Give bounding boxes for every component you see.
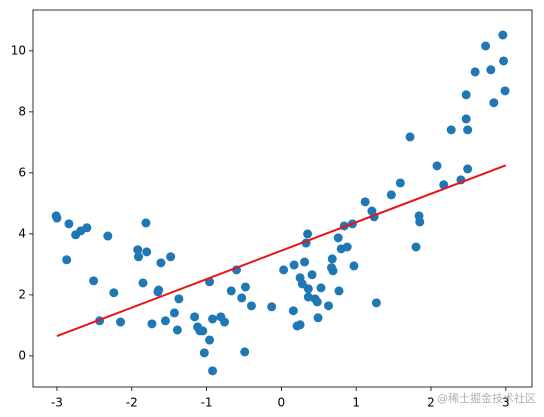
- scatter-point: [198, 326, 208, 336]
- scatter-point: [133, 252, 143, 262]
- scatter-point: [303, 284, 313, 294]
- x-tick-label: 1: [352, 396, 360, 410]
- scatter-point: [240, 282, 250, 292]
- scatter-point: [498, 30, 508, 40]
- x-tick-label: 2: [427, 396, 435, 410]
- scatter-point: [240, 347, 250, 357]
- regression-line: [56, 164, 507, 337]
- scatter-point: [174, 294, 184, 304]
- scatter-point: [313, 313, 323, 323]
- scatter-point: [307, 270, 317, 280]
- scatter-point: [300, 257, 310, 267]
- y-tick-label: 4: [18, 226, 26, 240]
- scatter-point: [411, 242, 421, 252]
- scatter-point: [470, 67, 480, 77]
- y-tick-label: 6: [18, 165, 26, 179]
- scatter-point: [160, 316, 170, 326]
- scatter-point: [142, 247, 152, 257]
- scatter-point: [297, 279, 307, 289]
- scatter-point: [103, 231, 113, 241]
- scatter-point: [349, 261, 359, 271]
- scatter-point: [405, 132, 415, 142]
- scatter-point: [499, 56, 509, 66]
- scatter-point: [279, 265, 289, 275]
- scatter-point: [220, 317, 230, 327]
- scatter-point: [172, 325, 182, 335]
- scatter-point: [395, 178, 405, 188]
- watermark: @稀土掘金技术社区: [437, 391, 536, 405]
- scatter-point: [342, 242, 352, 252]
- scatter-point: [116, 317, 126, 327]
- y-tick-label: 8: [18, 104, 26, 118]
- scatter-point: [461, 90, 471, 100]
- scatter-point: [371, 298, 381, 308]
- scatter-point: [156, 258, 166, 268]
- scatter-point: [89, 276, 99, 286]
- x-tick-label: 3: [502, 396, 510, 410]
- axes-frame: [32, 9, 533, 388]
- scatter-point: [288, 306, 298, 316]
- scatter-point: [199, 348, 209, 358]
- y-tick-label: 10: [11, 43, 26, 57]
- scatter-point: [267, 302, 277, 312]
- scatter-point: [360, 197, 370, 207]
- scatter-point: [64, 219, 74, 229]
- scatter-point: [169, 308, 179, 318]
- scatter-point: [205, 335, 215, 345]
- scatter-point: [500, 86, 510, 96]
- scatter-point: [154, 285, 164, 295]
- scatter-point: [324, 301, 334, 311]
- y-tick-label: 2: [18, 287, 26, 301]
- x-tick-label: 0: [278, 396, 286, 410]
- scatter-point: [147, 319, 157, 329]
- y-tick-label: 0: [18, 348, 26, 362]
- scatter-point: [432, 161, 442, 171]
- scatter-point: [333, 233, 343, 243]
- scatter-point: [303, 229, 313, 239]
- scatter-point: [208, 366, 218, 376]
- scatter-point: [208, 314, 218, 324]
- scatter-point: [289, 260, 299, 270]
- scatter-point: [52, 213, 62, 223]
- scatter-point: [166, 252, 176, 262]
- scatter-point: [109, 288, 119, 298]
- scatter-point: [138, 278, 148, 288]
- scatter-point: [295, 320, 305, 330]
- scatter-point: [463, 125, 473, 135]
- scatter-point: [303, 292, 313, 302]
- x-tick-label: -2: [126, 396, 138, 410]
- x-tick-label: -3: [51, 396, 63, 410]
- scatter-point: [415, 217, 425, 227]
- scatter-point: [237, 293, 247, 303]
- scatter-point: [316, 283, 326, 293]
- scatter-point: [446, 125, 456, 135]
- scatter-point: [327, 254, 337, 264]
- scatter-point: [62, 255, 72, 265]
- x-tick-label: -1: [201, 396, 213, 410]
- scatter-point: [461, 114, 471, 124]
- scatter-point: [481, 41, 491, 51]
- scatter-point: [82, 223, 92, 233]
- scatter-point: [141, 218, 151, 228]
- scatter-point: [486, 65, 496, 75]
- scatter-point: [133, 245, 143, 255]
- scatter-point: [328, 266, 338, 276]
- scatter-point: [246, 301, 256, 311]
- scatter-point: [190, 312, 200, 322]
- scatter-point: [226, 286, 236, 296]
- scatter-point: [312, 297, 322, 307]
- scatter-point: [489, 98, 499, 108]
- scatter-point: [386, 190, 396, 200]
- scatter-point: [463, 164, 473, 174]
- scatter-point: [334, 286, 344, 296]
